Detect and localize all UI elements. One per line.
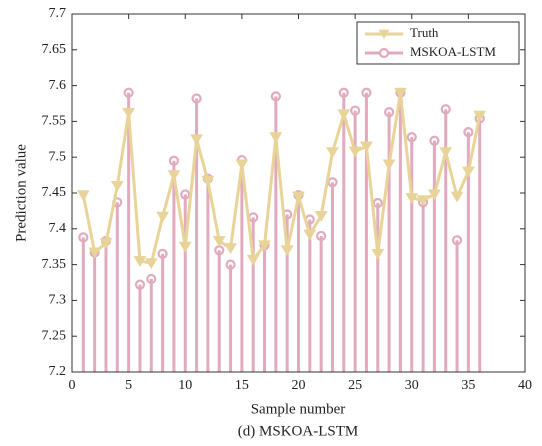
stem-marker <box>361 87 372 98</box>
stem-marker <box>134 279 146 290</box>
legend-label: MSKOA-LSTM <box>410 44 496 59</box>
stem-marker <box>78 232 89 243</box>
x-tick-label: 40 <box>518 378 532 393</box>
y-tick-label: 7.5 <box>49 149 67 164</box>
point-marker <box>405 193 419 204</box>
point-marker <box>292 191 305 203</box>
point-marker <box>201 175 215 187</box>
stem-marker <box>270 91 281 102</box>
point-marker <box>258 240 271 252</box>
plot-frame <box>71 13 526 373</box>
y-tick-label: 7.35 <box>42 257 67 272</box>
y-tick-label: 7.7 <box>49 6 67 21</box>
point-marker <box>280 245 294 257</box>
point-marker <box>88 247 102 259</box>
point-marker <box>178 241 192 253</box>
point-marker <box>212 236 226 247</box>
x-tick-label: 25 <box>348 378 362 393</box>
point-marker <box>122 107 135 119</box>
point-marker <box>394 87 407 99</box>
y-tick-label: 7.6 <box>49 78 67 93</box>
legend-label: Truth <box>410 25 439 40</box>
stem-marker <box>123 87 134 98</box>
x-tick-label: 20 <box>292 378 306 393</box>
x-tick-label: 35 <box>461 378 475 393</box>
x-tick-label: 0 <box>69 378 76 393</box>
stem-marker <box>384 106 395 118</box>
point-marker <box>110 180 124 192</box>
point-marker <box>303 229 317 241</box>
point-marker <box>76 190 90 202</box>
stem-marker <box>440 104 451 115</box>
point-marker <box>337 109 351 121</box>
y-tick-label: 7.4 <box>49 221 67 236</box>
stem-marker <box>157 248 168 259</box>
y-tick-label: 7.3 <box>49 293 67 308</box>
stem-marker <box>146 273 157 285</box>
y-tick-label: 7.25 <box>42 328 67 343</box>
legend-swatch <box>378 47 390 59</box>
point-marker <box>144 258 158 270</box>
x-tick-label: 10 <box>178 378 192 393</box>
y-tick-label: 7.65 <box>42 42 67 57</box>
series-line <box>81 92 482 265</box>
point-marker <box>156 211 169 223</box>
point-marker <box>439 147 453 159</box>
stem-marker <box>406 132 417 143</box>
point-marker <box>99 238 113 250</box>
stem-marker <box>338 87 349 98</box>
y-axis-label: Prediction value <box>13 144 29 242</box>
y-tick-label: 7.55 <box>42 114 67 129</box>
stem-marker <box>429 135 440 146</box>
point-marker <box>382 159 396 171</box>
legend-swatch <box>378 29 390 39</box>
point-marker <box>133 256 147 267</box>
y-tick-label: 7.45 <box>42 185 67 200</box>
stem-marker <box>451 235 463 246</box>
stem-marker <box>180 189 191 200</box>
point-marker <box>348 146 362 158</box>
y-tick-label: 7.2 <box>49 364 67 379</box>
point-marker <box>167 170 181 182</box>
stem-marker <box>168 155 180 166</box>
point-marker <box>473 110 487 122</box>
point-marker <box>371 248 385 260</box>
point-marker <box>190 134 203 146</box>
point-marker <box>314 211 328 222</box>
point-marker <box>269 132 283 144</box>
point-marker <box>450 191 464 203</box>
point-marker <box>360 141 373 153</box>
stem-marker <box>350 105 361 116</box>
x-tick-label: 15 <box>235 378 249 393</box>
stem-marker <box>191 93 202 104</box>
point-marker <box>235 159 249 171</box>
point-marker <box>246 254 260 266</box>
x-tick-label: 30 <box>405 378 419 393</box>
x-tick-label: 5 <box>125 378 132 393</box>
point-marker <box>224 243 237 255</box>
point-marker <box>416 195 430 207</box>
x-axis-label: Sample number <box>251 401 346 417</box>
stem-marker <box>316 230 327 242</box>
stem-marker <box>225 259 236 270</box>
chart-title: (d) MSKOA-LSTM <box>238 423 358 439</box>
point-marker <box>462 166 475 178</box>
point-marker <box>326 147 339 159</box>
point-marker <box>428 189 441 201</box>
stem-marker <box>463 127 474 138</box>
